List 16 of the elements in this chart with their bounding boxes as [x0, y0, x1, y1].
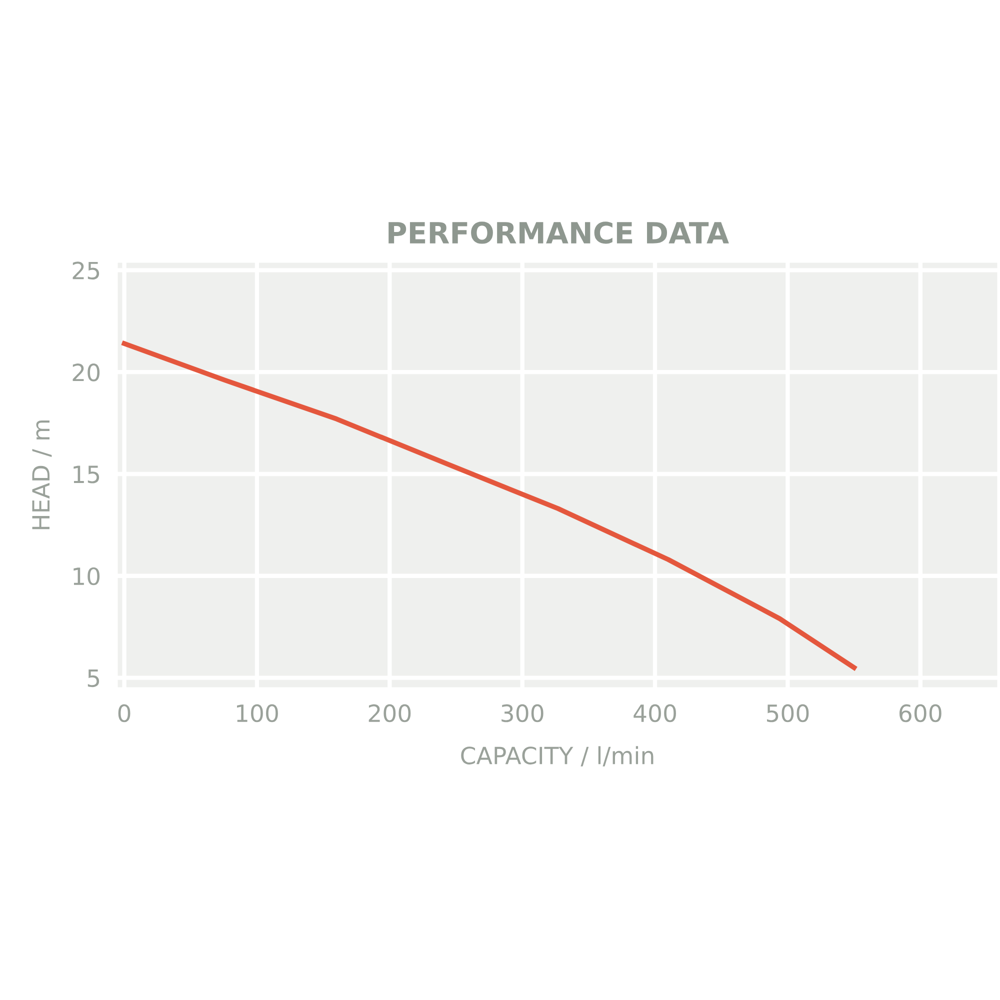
y-tick-label: 20 — [72, 364, 100, 382]
x-tick-label: 0 — [118, 704, 130, 722]
y-tick-label: 15 — [74, 466, 100, 484]
x-axis-title: CAPACITY / l/min — [461, 746, 654, 766]
x-tick-label: 100 — [237, 704, 278, 722]
x-tick-label: 300 — [502, 704, 544, 722]
y-axis-title: HEAD / m — [32, 420, 52, 530]
chart-title: PERFORMANCE DATA — [388, 222, 729, 244]
line-series — [122, 341, 856, 670]
x-tick-label: 200 — [368, 704, 411, 722]
x-tick-label: 400 — [634, 704, 676, 722]
x-tick-label: 600 — [900, 704, 942, 722]
y-tick-label: 10 — [74, 567, 100, 586]
y-tick-label: 5 — [88, 670, 100, 688]
y-tick-label: 25 — [72, 262, 100, 280]
x-tick-label: 500 — [766, 704, 809, 722]
